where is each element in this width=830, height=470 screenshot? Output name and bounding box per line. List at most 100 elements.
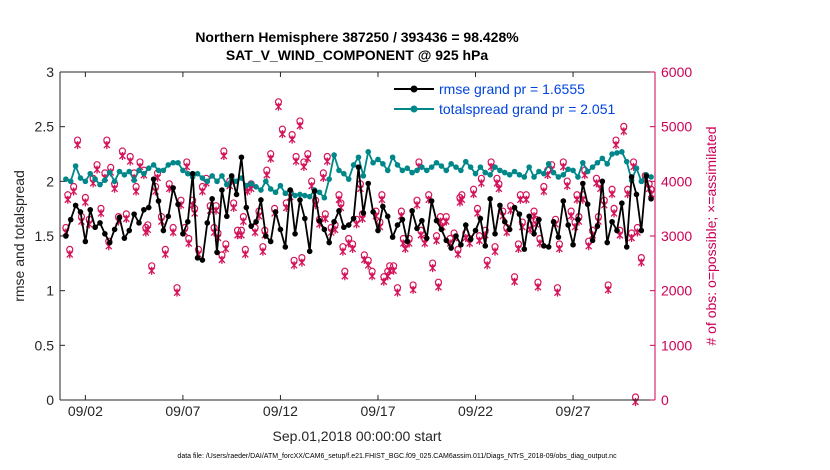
rmse-point	[370, 209, 376, 215]
obs-assimilated-point	[290, 261, 298, 270]
rmse-point	[131, 211, 137, 217]
y-axis-label-right: # of obs: o=possible; ×=assimilated	[703, 126, 719, 345]
rmse-series	[63, 154, 654, 263]
obs-assimilated-point	[122, 214, 130, 223]
y-tick-label-right: 4000	[661, 173, 692, 189]
rmse-point	[404, 238, 411, 245]
totalspread-point	[575, 174, 581, 180]
totalspread-point	[292, 192, 298, 199]
legend: rmse grand pr = 1.6555 totalspread grand…	[390, 77, 652, 121]
rmse-point	[341, 224, 347, 231]
totalspread-point	[394, 162, 401, 168]
rmse-point	[472, 227, 479, 234]
totalspread-point	[380, 161, 386, 167]
rmse-point	[243, 204, 250, 211]
rmse-point	[145, 204, 152, 211]
totalspread-point	[141, 170, 147, 177]
rmse-point	[345, 222, 352, 228]
totalspread-point	[121, 171, 128, 178]
totalspread-point	[302, 192, 308, 199]
totalspread-point	[384, 167, 391, 174]
totalspread-point	[428, 164, 435, 170]
rmse-point	[350, 215, 357, 222]
rmse-point	[136, 220, 142, 226]
rmse-point	[326, 239, 333, 246]
rmse-point	[355, 164, 362, 170]
rmse-point	[501, 218, 508, 225]
obs-assimilated-point	[442, 217, 450, 226]
obs-assimilated-point	[230, 203, 238, 212]
obs-assimilated-point	[292, 157, 300, 166]
rmse-point	[438, 226, 445, 233]
obs-assimilated-point	[222, 244, 230, 253]
totalspread-point	[584, 168, 591, 175]
obs-assimilated-point	[161, 250, 169, 259]
rmse-point	[63, 233, 69, 239]
totalspread-point	[131, 177, 137, 184]
totalspread-point	[321, 194, 328, 201]
rmse-point	[614, 227, 620, 234]
rmse-point	[302, 215, 308, 222]
obs-assimilated-point	[555, 244, 563, 253]
totalspread-point	[541, 170, 547, 177]
totalspread-point	[165, 162, 172, 168]
totalspread-point	[219, 173, 225, 179]
y-tick-label: 3	[46, 64, 54, 80]
rmse-point	[204, 220, 211, 226]
rmse-point	[267, 238, 274, 245]
totalspread-point	[336, 167, 342, 174]
y-tick-label: 2	[46, 173, 54, 189]
totalspread-point	[389, 154, 396, 161]
rmse-point	[223, 213, 230, 220]
rmse-point	[170, 185, 176, 191]
totalspread-point	[614, 150, 620, 156]
totalspread-point	[453, 164, 459, 170]
obs-assimilated-point	[64, 195, 72, 204]
y-tick-label: 1.5	[35, 228, 55, 244]
obs-assimilated-point	[454, 250, 462, 259]
obs-assimilated-point	[368, 272, 376, 281]
rmse-point	[453, 233, 459, 239]
totalspread-point	[604, 161, 611, 167]
totalspread-point	[501, 169, 508, 176]
rmse-point	[609, 218, 615, 225]
rmse-point	[394, 222, 401, 228]
rmse-point	[316, 217, 323, 224]
rmse-point	[306, 248, 313, 255]
rmse-point	[521, 246, 528, 252]
obs-assimilated-point	[241, 250, 249, 259]
rmse-point	[487, 196, 493, 202]
obs-assimilated-point	[493, 179, 501, 188]
rmse-point	[336, 208, 342, 214]
y-ticks-left: 0 0.5 1 1.5 2 2.5 3	[35, 64, 65, 408]
totalspread-point	[497, 167, 503, 174]
totalspread-point	[433, 159, 440, 166]
obs-assimilated-point	[475, 236, 483, 245]
obs-assimilated-point	[563, 182, 571, 191]
totalspread-point	[599, 155, 606, 162]
rmse-point	[433, 217, 440, 224]
rmse-point	[287, 187, 293, 193]
obs-assimilated-point	[74, 141, 82, 150]
rmse-point	[594, 223, 601, 229]
totalspread-point	[511, 168, 518, 175]
totalspread-point	[282, 190, 289, 197]
totalspread-point	[448, 161, 454, 167]
totalspread-point	[92, 176, 98, 182]
rmse-point	[165, 213, 172, 220]
x-tick-label: 09/22	[458, 403, 493, 419]
rmse-point	[589, 237, 596, 244]
x-tick-label: 09/12	[263, 403, 298, 419]
totalspread-point	[423, 167, 430, 174]
rmse-point	[160, 227, 167, 234]
rmse-point	[82, 238, 89, 245]
plot-area	[60, 72, 655, 400]
rmse-point	[272, 209, 279, 215]
rmse-point	[409, 208, 415, 214]
obs-assimilated-point	[417, 231, 425, 240]
obs-assimilated-point	[358, 214, 366, 223]
obs-assimilated-point	[429, 264, 437, 273]
totalspread-point	[63, 176, 69, 182]
rmse-point	[511, 204, 518, 211]
x-tick-label: 09/02	[68, 403, 103, 419]
